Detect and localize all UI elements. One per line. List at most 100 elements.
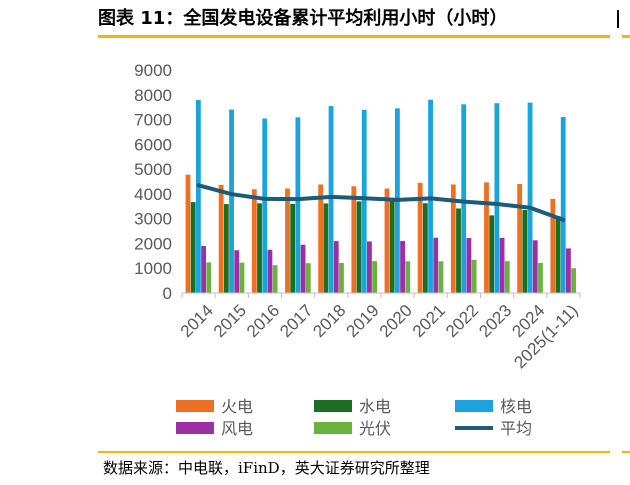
bar-光伏-2019 xyxy=(372,261,378,293)
average-line-group xyxy=(196,183,566,222)
line-point-平均-2019 xyxy=(362,196,366,200)
x-tick-label: 2014 xyxy=(177,301,217,341)
line-series-平均 xyxy=(196,183,566,222)
y-tick-label: 0 xyxy=(163,284,172,303)
bar-水电-2025(1-11) xyxy=(555,216,561,293)
next-page-footer-rule xyxy=(622,451,630,453)
bar-水电-2018 xyxy=(323,203,329,293)
x-tick-label: 2015 xyxy=(210,301,250,341)
x-tick-label: 2017 xyxy=(276,301,316,341)
bar-火电-2015 xyxy=(218,184,224,293)
bar-火电-2019 xyxy=(351,186,357,293)
next-page-edge-mark xyxy=(617,10,619,28)
bar-风电-2023 xyxy=(499,237,505,293)
bar-火电-2025(1-11) xyxy=(550,198,556,293)
legend-swatch-核电 xyxy=(455,400,493,412)
bar-核电-2025(1-11) xyxy=(560,117,566,293)
bar-火电-2022 xyxy=(450,184,456,293)
bar-水电-2023 xyxy=(489,215,495,293)
line-point-平均-2017 xyxy=(296,197,300,201)
bar-风电-2024 xyxy=(532,240,538,293)
x-tick-label: 2020 xyxy=(376,301,416,341)
bar-光伏-2015 xyxy=(239,262,245,293)
y-tick-label: 3000 xyxy=(134,210,172,229)
y-tick-label: 7000 xyxy=(134,111,172,130)
line-point-平均-2020 xyxy=(396,198,400,202)
bar-火电-2024 xyxy=(517,183,523,293)
legend-swatch-火电 xyxy=(176,400,214,412)
x-tick-label: 2023 xyxy=(475,301,515,341)
bar-水电-2017 xyxy=(290,203,296,293)
legend-label-光伏: 光伏 xyxy=(359,419,391,438)
bar-风电-2017 xyxy=(300,244,306,293)
y-tick-label: 6000 xyxy=(134,135,172,154)
legend-label-核电: 核电 xyxy=(500,397,532,416)
bar-核电-2023 xyxy=(494,103,500,294)
line-point-平均-2016 xyxy=(263,197,267,201)
bar-水电-2014 xyxy=(190,202,196,293)
bar-光伏-2022 xyxy=(471,259,477,293)
bar-风电-2015 xyxy=(234,250,240,293)
bar-水电-2015 xyxy=(223,204,229,293)
bar-风电-2022 xyxy=(466,238,472,293)
line-point-平均-2014 xyxy=(197,183,201,187)
title-underline xyxy=(98,35,610,38)
bar-水电-2024 xyxy=(522,210,528,293)
line-point-平均-2024 xyxy=(528,206,532,210)
legend-label-火电: 火电 xyxy=(221,397,253,416)
bar-光伏-2023 xyxy=(504,261,510,293)
bar-风电-2019 xyxy=(367,241,372,293)
x-tick-label: 2016 xyxy=(243,301,283,341)
bar-火电-2016 xyxy=(251,189,257,293)
x-tick-label: 2021 xyxy=(409,301,449,341)
legend-label-风电: 风电 xyxy=(221,419,253,438)
legend-swatch-水电 xyxy=(314,400,352,412)
bar-风电-2016 xyxy=(267,249,273,293)
bar-火电-2023 xyxy=(484,182,489,293)
bar-光伏-2014 xyxy=(206,262,212,293)
bar-核电-2017 xyxy=(295,117,301,293)
x-tick-label: 2018 xyxy=(309,301,349,341)
bar-风电-2018 xyxy=(333,241,339,293)
bar-核电-2021 xyxy=(428,99,433,294)
bar-核电-2014 xyxy=(195,100,201,293)
bar-风电-2021 xyxy=(433,237,439,293)
line-point-平均-2018 xyxy=(329,195,333,199)
bar-光伏-2025(1-11) xyxy=(571,268,577,293)
line-point-平均-2023 xyxy=(495,202,499,206)
bar-水电-2016 xyxy=(257,203,262,293)
bar-核电-2019 xyxy=(361,109,367,293)
line-point-平均-2015 xyxy=(230,192,234,196)
bar-火电-2018 xyxy=(318,184,324,293)
bar-风电-2025(1-11) xyxy=(566,248,571,293)
y-tick-label: 9000 xyxy=(134,61,172,80)
data-source-note: 数据来源：中电联，iFinD，英大证券研究所整理 xyxy=(103,459,430,477)
bar-火电-2020 xyxy=(384,188,390,293)
bar-光伏-2018 xyxy=(339,262,344,293)
legend-label-水电: 水电 xyxy=(359,397,391,416)
bar-核电-2018 xyxy=(328,106,334,293)
y-tick-label: 2000 xyxy=(134,234,172,253)
bar-核电-2024 xyxy=(527,102,533,293)
chart-title: 图表 11：全国发电设备累计平均利用小时（小时） xyxy=(98,8,508,29)
bar-火电-2021 xyxy=(417,182,423,293)
line-point-平均-2021 xyxy=(429,196,433,200)
x-axis-ticks: 2014201520162017201820192020202120222023… xyxy=(177,293,582,372)
line-point-平均-2022 xyxy=(462,200,466,204)
bar-光伏-2020 xyxy=(405,261,411,293)
bar-光伏-2016 xyxy=(272,265,278,294)
legend-swatch-风电 xyxy=(176,422,214,434)
bar-核电-2022 xyxy=(461,104,467,293)
bar-光伏-2024 xyxy=(538,262,543,293)
footer-rule xyxy=(98,451,610,453)
x-tick-label: 2022 xyxy=(442,301,482,341)
bar-光伏-2017 xyxy=(305,263,311,293)
y-tick-label: 1000 xyxy=(134,259,172,278)
chart-canvas: 0 1000 2000 3000 4000 5000 6000 7000 8000 9000 20… xyxy=(134,61,582,438)
line-point-平均-2025(1-11) xyxy=(561,218,565,222)
bar-光伏-2021 xyxy=(438,261,444,293)
bar-风电-2014 xyxy=(201,245,206,293)
next-page-edge-rule xyxy=(622,35,630,38)
legend-swatch-光伏 xyxy=(314,422,352,434)
